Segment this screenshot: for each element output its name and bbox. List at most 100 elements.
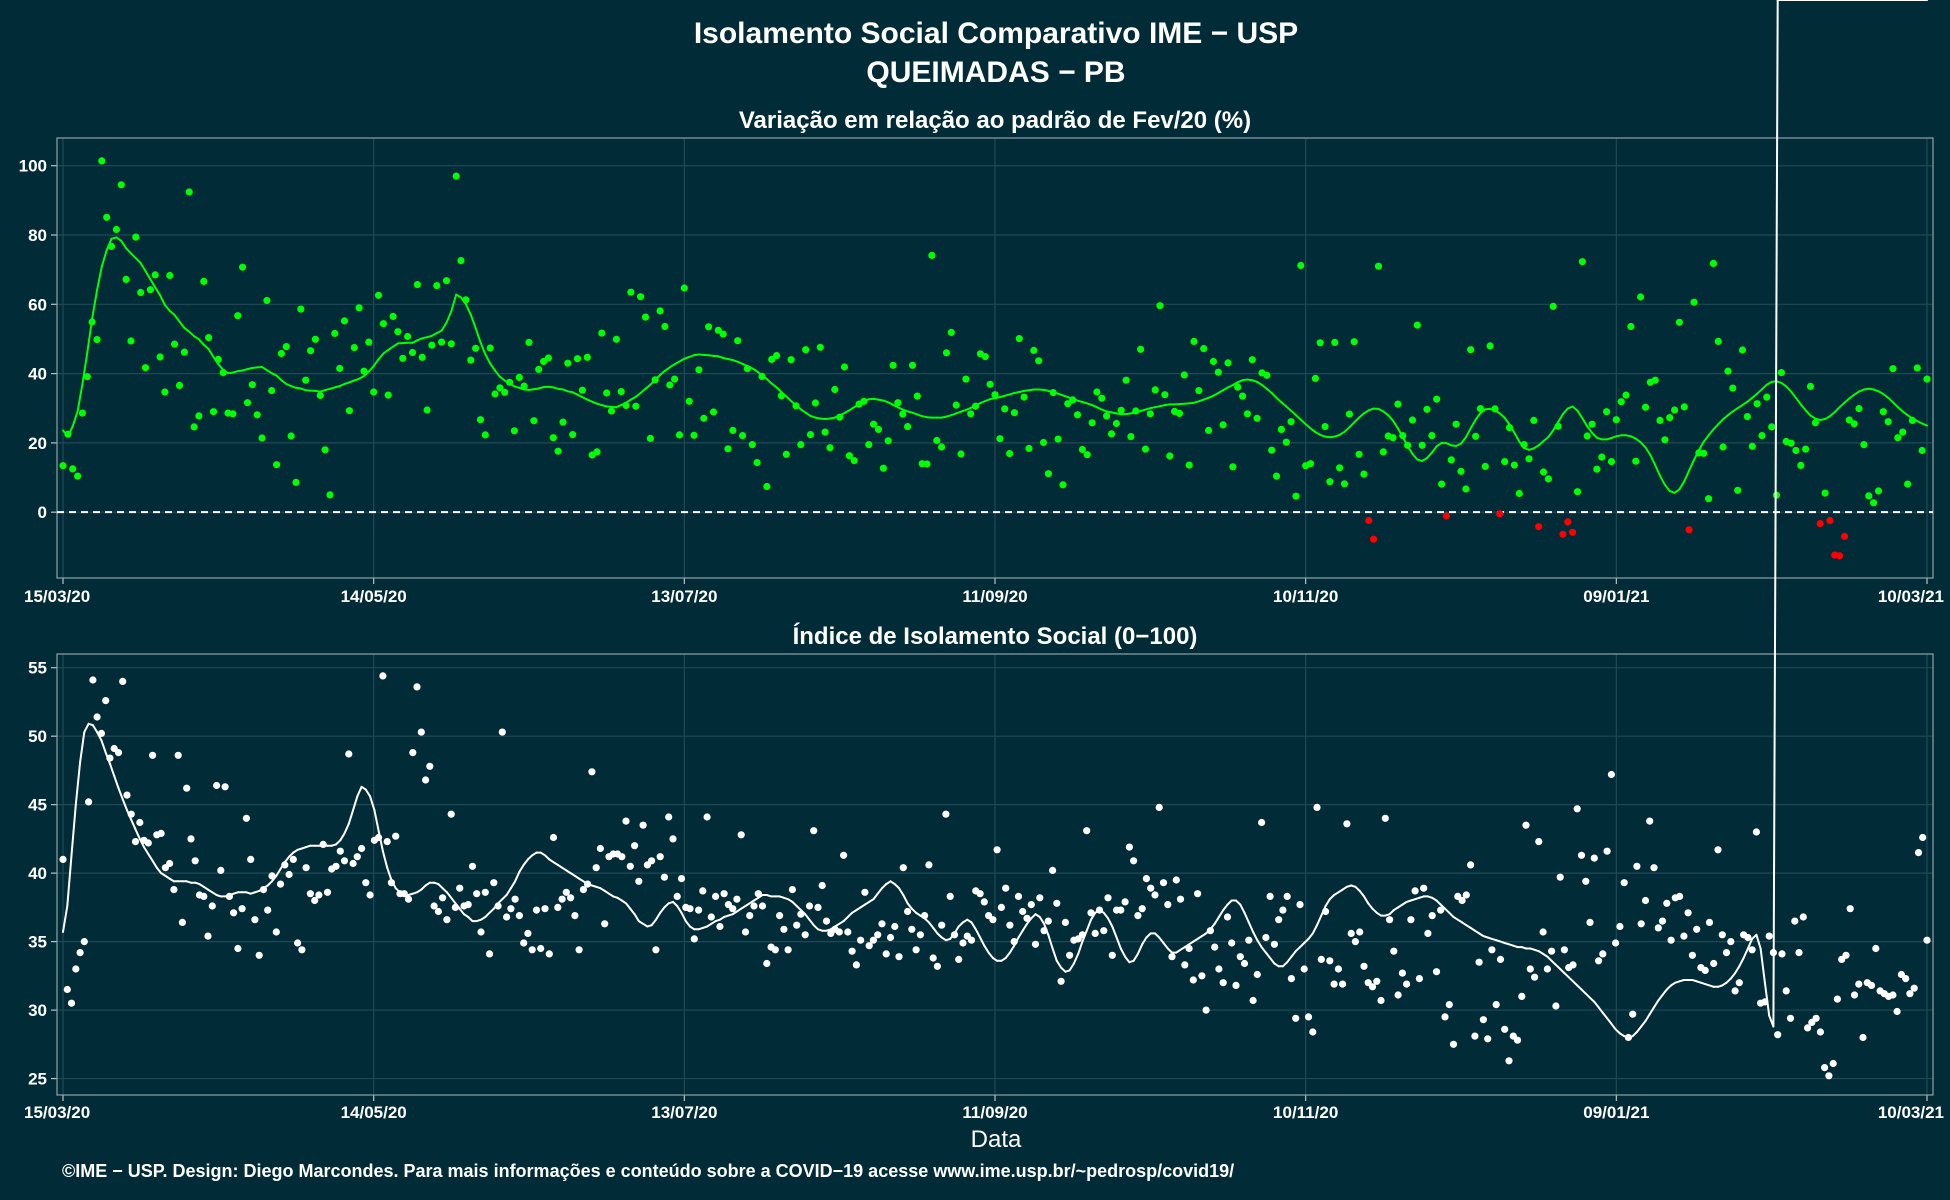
data-point	[387, 879, 395, 887]
data-point	[947, 328, 955, 336]
moving-average-segment	[1387, 414, 1394, 422]
data-point	[255, 951, 263, 959]
data-point	[865, 942, 873, 950]
data-point	[1705, 918, 1714, 927]
moving-average-segment	[386, 866, 393, 881]
moving-average-segment	[1107, 917, 1114, 928]
data-point	[598, 329, 606, 337]
data-point	[1036, 894, 1044, 902]
data-point	[942, 349, 951, 357]
data-point	[908, 361, 917, 369]
data-point	[675, 431, 684, 439]
data-point	[336, 364, 344, 372]
y-tick-label: 55	[28, 659, 47, 678]
moving-average-segment	[484, 353, 492, 365]
data-point	[123, 791, 131, 799]
data-point	[739, 432, 747, 440]
data-point	[404, 332, 412, 341]
data-point	[1714, 846, 1722, 854]
moving-average-segment	[1460, 436, 1467, 445]
data-point	[321, 446, 329, 454]
data-point	[656, 307, 664, 315]
data-point	[242, 814, 250, 822]
data-point	[1872, 944, 1880, 953]
data-point	[442, 277, 451, 285]
data-point	[451, 903, 459, 912]
data-point	[1268, 446, 1276, 454]
moving-average-segment	[1887, 396, 1894, 404]
moving-average-segment	[356, 785, 363, 798]
data-point	[326, 491, 334, 499]
moving-average-segment	[81, 351, 89, 386]
moving-average-segment	[1316, 914, 1323, 927]
data-point	[1462, 891, 1470, 899]
data-point	[481, 431, 489, 439]
moving-average-segment	[1367, 902, 1374, 910]
moving-average-segment	[96, 265, 103, 292]
data-point	[1826, 516, 1834, 525]
moving-average-segment	[149, 278, 157, 289]
data-point	[1758, 432, 1766, 440]
data-point	[127, 810, 135, 818]
moving-average-segment	[367, 365, 375, 373]
data-point	[1039, 438, 1048, 447]
data-point	[476, 416, 485, 424]
data-point	[520, 939, 528, 947]
data-point	[1617, 398, 1625, 406]
data-point	[102, 697, 110, 705]
data-point	[912, 946, 920, 954]
moving-average-segment	[1124, 955, 1131, 964]
y-tick-label: 50	[28, 727, 47, 746]
data-point	[1722, 949, 1731, 957]
data-point	[734, 337, 742, 345]
moving-average-segment	[91, 289, 98, 320]
data-point	[1833, 995, 1841, 1003]
data-point	[511, 895, 519, 903]
data-point	[136, 818, 144, 827]
moving-average-segment	[197, 338, 205, 346]
moving-average-segment	[91, 724, 99, 734]
data-point	[1855, 980, 1863, 988]
data-point	[360, 367, 368, 375]
data-point	[806, 431, 815, 439]
moving-average-segment	[163, 304, 171, 312]
data-point	[1297, 261, 1305, 270]
data-point	[1223, 913, 1232, 921]
y-tick-label: 30	[28, 1001, 47, 1020]
data-point	[137, 288, 145, 297]
data-point	[1492, 1001, 1500, 1009]
moving-average-segment	[445, 891, 453, 899]
data-point	[161, 388, 169, 396]
data-point	[174, 751, 182, 759]
moving-average-segment	[1581, 417, 1589, 428]
data-point	[686, 905, 694, 913]
moving-average-segment	[1759, 947, 1766, 984]
data-point	[1228, 939, 1236, 947]
data-point	[1211, 943, 1219, 951]
moving-average-segment	[275, 374, 283, 382]
moving-average-segment	[1576, 409, 1584, 420]
data-point	[1752, 828, 1760, 836]
data-point	[1530, 416, 1538, 424]
index-panel: Índice de Isolamento Social (0−100) 15/03…	[24, 0, 1944, 1122]
data-point	[345, 750, 353, 758]
moving-average-segment	[369, 795, 376, 812]
moving-average-segment	[1640, 1020, 1647, 1028]
panel-title: Índice de Isolamento Social (0−100)	[793, 622, 1198, 650]
data-point	[1513, 1036, 1522, 1044]
moving-average-segment	[1498, 412, 1506, 419]
data-point	[1535, 523, 1543, 531]
data-point	[251, 916, 259, 924]
data-point	[1467, 346, 1475, 354]
data-point	[1774, 1031, 1782, 1039]
moving-average-segment	[1751, 392, 1759, 399]
moving-average-segment	[79, 731, 86, 764]
moving-average-segment	[1882, 393, 1890, 399]
data-point	[1804, 1024, 1812, 1032]
moving-average-segment	[373, 809, 380, 832]
data-point	[1870, 499, 1878, 507]
data-point	[578, 386, 587, 394]
data-point	[530, 417, 538, 425]
moving-average-segment	[458, 907, 465, 916]
data-point	[1195, 387, 1203, 395]
